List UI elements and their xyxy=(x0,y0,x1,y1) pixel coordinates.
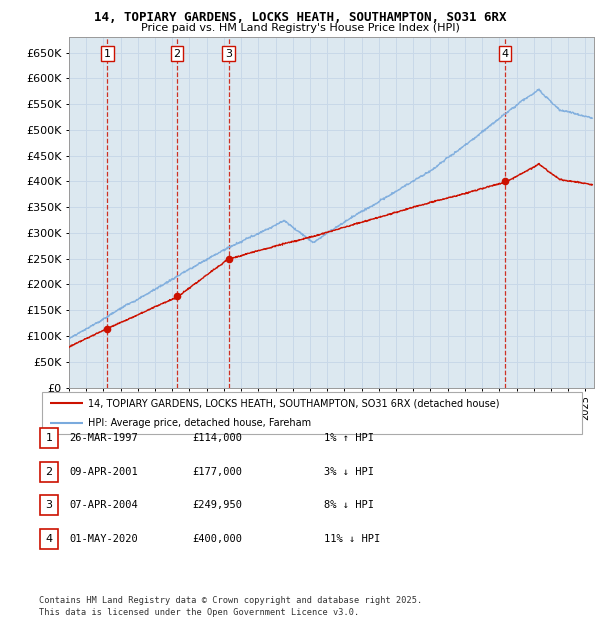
FancyBboxPatch shape xyxy=(40,495,58,515)
FancyBboxPatch shape xyxy=(40,529,58,549)
FancyBboxPatch shape xyxy=(42,392,582,434)
Text: £249,950: £249,950 xyxy=(192,500,242,510)
Text: 26-MAR-1997: 26-MAR-1997 xyxy=(69,433,138,443)
Text: Contains HM Land Registry data © Crown copyright and database right 2025.
This d: Contains HM Land Registry data © Crown c… xyxy=(39,596,422,617)
Text: 4: 4 xyxy=(46,534,52,544)
Text: 09-APR-2001: 09-APR-2001 xyxy=(69,467,138,477)
Text: 1% ↑ HPI: 1% ↑ HPI xyxy=(324,433,374,443)
Text: 4: 4 xyxy=(502,49,509,59)
Text: 1: 1 xyxy=(46,433,52,443)
Text: £177,000: £177,000 xyxy=(192,467,242,477)
Text: 3: 3 xyxy=(46,500,52,510)
Text: £114,000: £114,000 xyxy=(192,433,242,443)
Text: Price paid vs. HM Land Registry's House Price Index (HPI): Price paid vs. HM Land Registry's House … xyxy=(140,23,460,33)
Text: 14, TOPIARY GARDENS, LOCKS HEATH, SOUTHAMPTON, SO31 6RX (detached house): 14, TOPIARY GARDENS, LOCKS HEATH, SOUTHA… xyxy=(88,398,499,408)
Text: 3% ↓ HPI: 3% ↓ HPI xyxy=(324,467,374,477)
Text: 1: 1 xyxy=(104,49,111,59)
Text: 14, TOPIARY GARDENS, LOCKS HEATH, SOUTHAMPTON, SO31 6RX: 14, TOPIARY GARDENS, LOCKS HEATH, SOUTHA… xyxy=(94,11,506,24)
Text: 07-APR-2004: 07-APR-2004 xyxy=(69,500,138,510)
Text: 3: 3 xyxy=(225,49,232,59)
Text: 2: 2 xyxy=(46,467,52,477)
Text: 01-MAY-2020: 01-MAY-2020 xyxy=(69,534,138,544)
Text: 11% ↓ HPI: 11% ↓ HPI xyxy=(324,534,380,544)
Text: 2: 2 xyxy=(173,49,181,59)
Text: 8% ↓ HPI: 8% ↓ HPI xyxy=(324,500,374,510)
FancyBboxPatch shape xyxy=(40,462,58,482)
FancyBboxPatch shape xyxy=(40,428,58,448)
Text: £400,000: £400,000 xyxy=(192,534,242,544)
Text: HPI: Average price, detached house, Fareham: HPI: Average price, detached house, Fare… xyxy=(88,418,311,428)
